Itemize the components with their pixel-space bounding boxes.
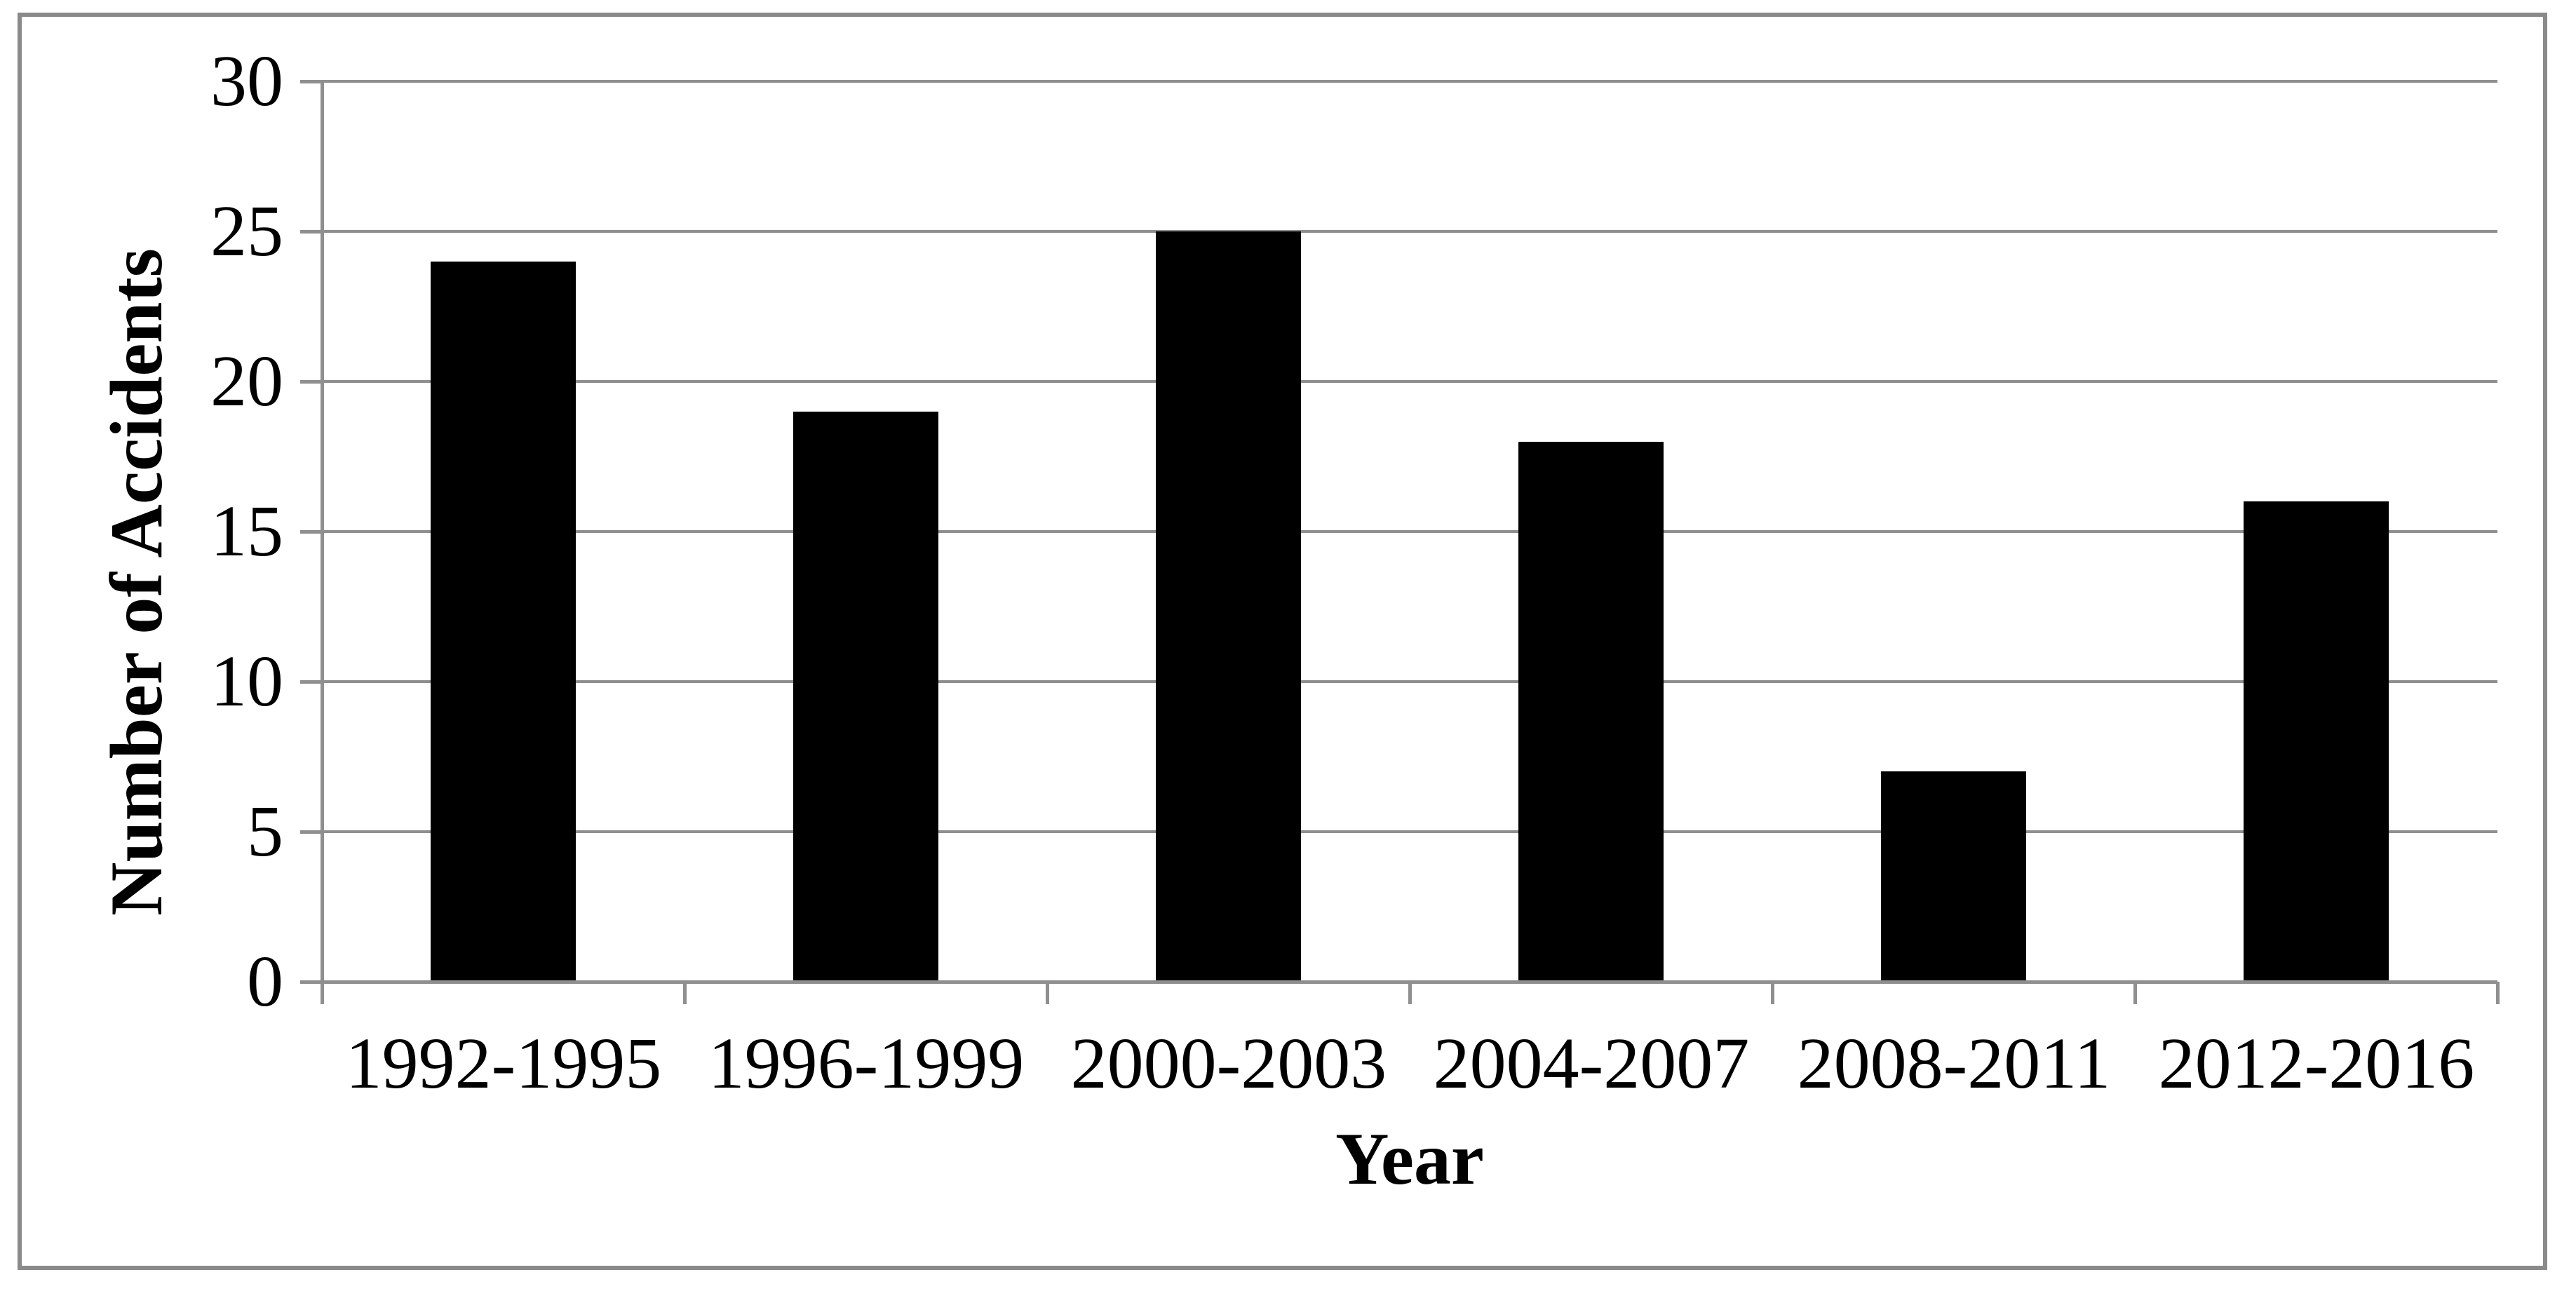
gridline-y-10	[322, 680, 2497, 683]
x-tick-label-1996-1999: 1996-1999	[708, 1023, 1025, 1104]
x-tick-mark-5	[2133, 982, 2137, 1004]
bar-2008-2011	[1881, 771, 2026, 982]
x-tick-label-1992-1995: 1992-1995	[345, 1023, 662, 1104]
gridline-y-25	[322, 230, 2497, 233]
bar-2012-2016	[2244, 501, 2389, 982]
y-tick-mark-20	[300, 380, 324, 384]
y-axis-line	[321, 81, 324, 982]
bar-1996-1999	[793, 412, 938, 982]
bar-1992-1995	[431, 262, 576, 982]
y-tick-mark-5	[300, 830, 324, 834]
gridline-y-20	[322, 380, 2497, 383]
x-tick-mark-6	[2496, 982, 2500, 1004]
y-tick-mark-15	[300, 530, 324, 534]
y-tick-label-10: 10	[210, 641, 283, 722]
y-tick-label-20: 20	[210, 341, 283, 421]
y-axis-title: Number of Accidents	[95, 248, 177, 916]
x-tick-mark-1	[683, 982, 687, 1004]
x-tick-label-2012-2016: 2012-2016	[2158, 1023, 2475, 1104]
y-tick-label-15: 15	[210, 491, 283, 572]
chart-outer-border	[18, 13, 2547, 1270]
x-tick-label-2008-2011: 2008-2011	[1797, 1023, 2111, 1104]
y-tick-label-0: 0	[247, 941, 283, 1022]
gridline-y-5	[322, 830, 2497, 833]
x-tick-mark-3	[1408, 982, 1412, 1004]
y-tick-mark-30	[300, 80, 324, 83]
y-tick-mark-10	[300, 680, 324, 684]
x-tick-mark-2	[1046, 982, 1049, 1004]
x-tick-label-2000-2003: 2000-2003	[1070, 1023, 1387, 1104]
y-tick-label-5: 5	[247, 791, 283, 872]
bar-2000-2003	[1156, 231, 1301, 982]
gridline-y-30	[322, 80, 2497, 83]
bar-2004-2007	[1518, 442, 1664, 982]
x-tick-mark-0	[321, 982, 324, 1004]
x-tick-label-2004-2007: 2004-2007	[1433, 1023, 1750, 1104]
y-tick-label-25: 25	[210, 191, 283, 271]
gridline-y-15	[322, 530, 2497, 533]
x-tick-mark-4	[1771, 982, 1774, 1004]
y-tick-label-30: 30	[210, 41, 283, 121]
x-axis-line	[322, 980, 2497, 984]
x-axis-title: Year	[1335, 1118, 1484, 1200]
y-tick-mark-25	[300, 230, 324, 234]
y-tick-mark-0	[300, 980, 324, 984]
